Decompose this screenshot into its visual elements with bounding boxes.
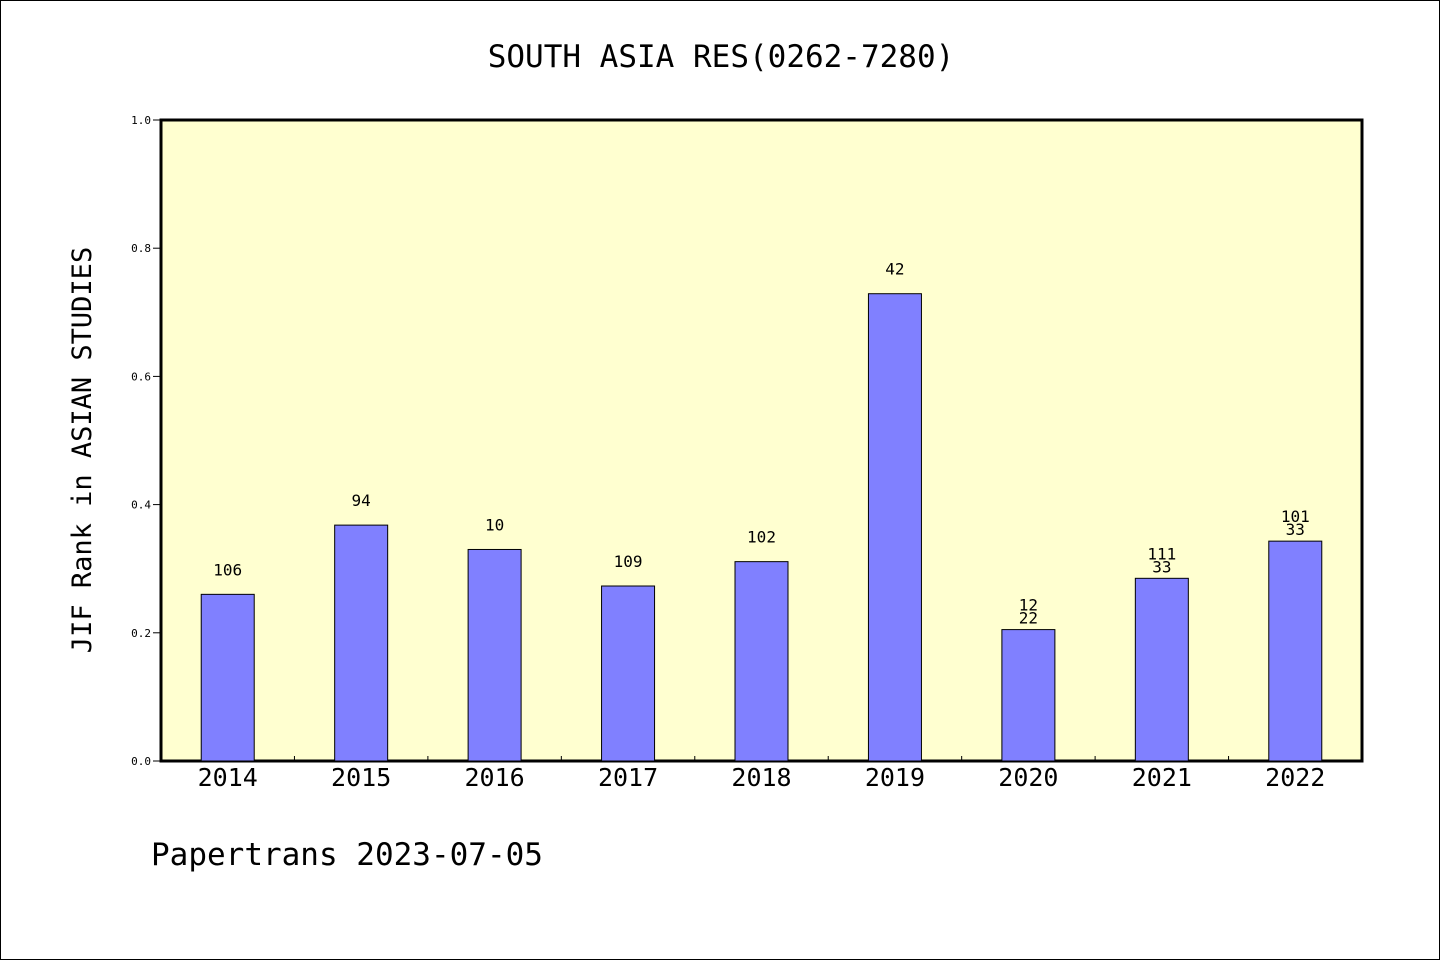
bar-2019 [867,293,922,762]
y-tick-label: 0.0 [131,755,151,768]
x-tick-label: 2021 [1132,763,1192,792]
bar-2021 [1134,577,1189,762]
x-tick-label: 2017 [598,763,658,792]
y-axis: 0.0 0.2 0.4 0.6 0.8 1.0 [131,114,161,768]
bar-annotation: 94 [352,491,371,510]
bar-2017 [601,585,656,762]
bar-annotation: 101 [1281,507,1310,526]
bar-2018 [734,561,789,762]
x-tick-label: 2015 [331,763,391,792]
x-tick-label: 2019 [865,763,925,792]
y-tick-label: 0.8 [131,242,151,255]
y-tick-label: 1.0 [131,114,151,127]
bar-annotation: 111 [1147,544,1176,563]
x-tick-label: 2018 [731,763,791,792]
bar-annotation: 33 [1286,520,1305,539]
x-tick-label: 2022 [1265,763,1325,792]
bar-annotation: 106 [213,560,242,579]
bar-series [200,293,1323,762]
bar-annotation: 22 [1019,609,1038,628]
bar-annotation: 33 [1152,557,1171,576]
chart-title: SOUTH ASIA RES(0262-7280) [488,39,955,75]
bar-annotation: 10 [485,515,504,534]
y-tick-label: 0.2 [131,627,151,640]
y-tick-label: 0.6 [131,370,151,383]
bar-2022 [1268,540,1323,762]
bar-2014 [200,593,255,762]
x-axis: 2014 2015 2016 2017 2018 2019 2020 2021 2022 [198,756,1325,792]
y-tick-label: 0.4 [131,499,151,512]
bar-2016 [467,548,522,762]
bar-2015 [334,524,389,762]
bar-annotation: 102 [747,528,776,547]
bar-annotation: 12 [1019,596,1038,615]
x-tick-label: 2014 [198,763,258,792]
x-tick-label: 2016 [465,763,525,792]
bar-annotation: 42 [885,260,904,279]
bar-2020 [1001,629,1056,762]
x-tick-label: 2020 [998,763,1058,792]
footer-credit: Papertrans 2023-07-05 [151,837,543,873]
bar-annotation: 109 [614,552,643,571]
y-axis-label: JIF Rank in ASIAN STUDIES [67,247,98,653]
